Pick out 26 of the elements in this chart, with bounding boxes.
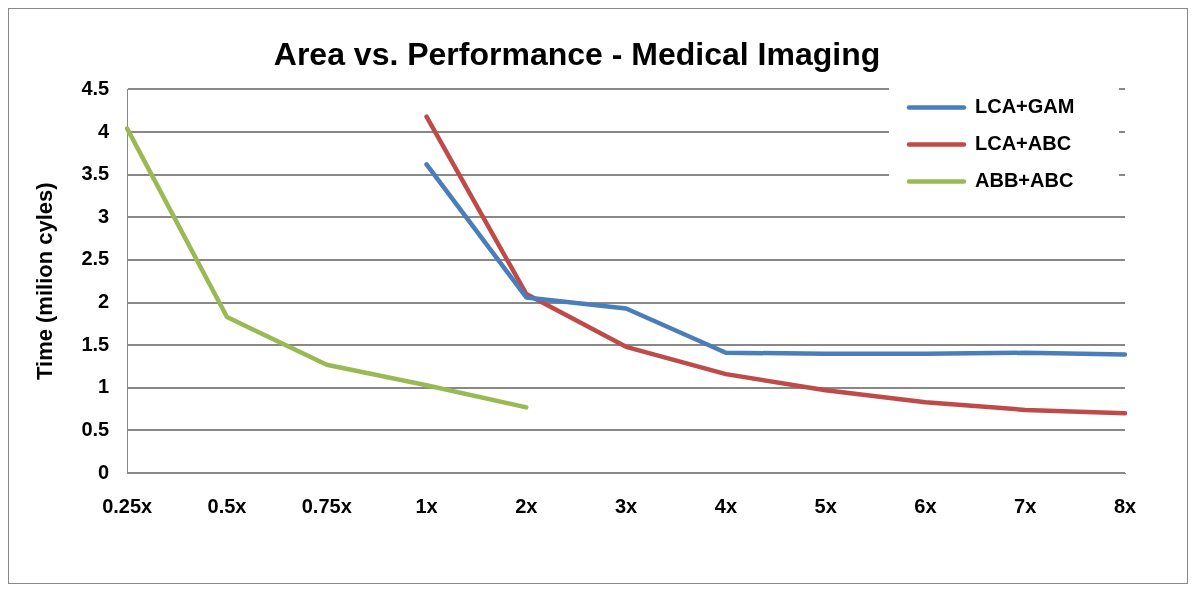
x-tick-label: 0.25x [102, 494, 153, 517]
x-tick-label: 3x [614, 494, 638, 517]
y-tick-label: 3.5 [81, 162, 110, 185]
y-tick-label: 4 [98, 119, 111, 142]
y-tick-label: 0 [98, 460, 110, 483]
x-tick-label: 8x [1113, 494, 1137, 517]
x-tick-label: 2x [515, 494, 538, 517]
x-tick-label: 5x [814, 494, 837, 517]
x-tick-label: 4x [714, 494, 738, 517]
y-tick-label: 4.5 [81, 76, 110, 99]
x-tick-label: 0.75x [301, 494, 352, 517]
y-axis-title: Time (milion cyles) [32, 182, 58, 381]
legend-label: ABB+ABC [975, 168, 1074, 191]
legend-label: LCA+GAM [975, 94, 1075, 117]
legend-label: LCA+ABC [975, 131, 1072, 154]
x-tick-label: 6x [914, 494, 937, 517]
y-tick-label: 0.5 [81, 417, 110, 440]
y-tick-label: 3 [98, 204, 110, 227]
y-tick-label: 1.5 [81, 332, 110, 355]
y-tick-label: 1 [98, 375, 110, 398]
x-tick-label: 1x [415, 494, 438, 517]
y-tick-label: 2 [98, 290, 110, 313]
y-tick-label: 2.5 [81, 247, 110, 270]
chart-title: Area vs. Performance - Medical Imaging [273, 36, 881, 73]
x-tick-label: 7x [1014, 494, 1037, 517]
x-tick-label: 0.5x [207, 494, 247, 517]
